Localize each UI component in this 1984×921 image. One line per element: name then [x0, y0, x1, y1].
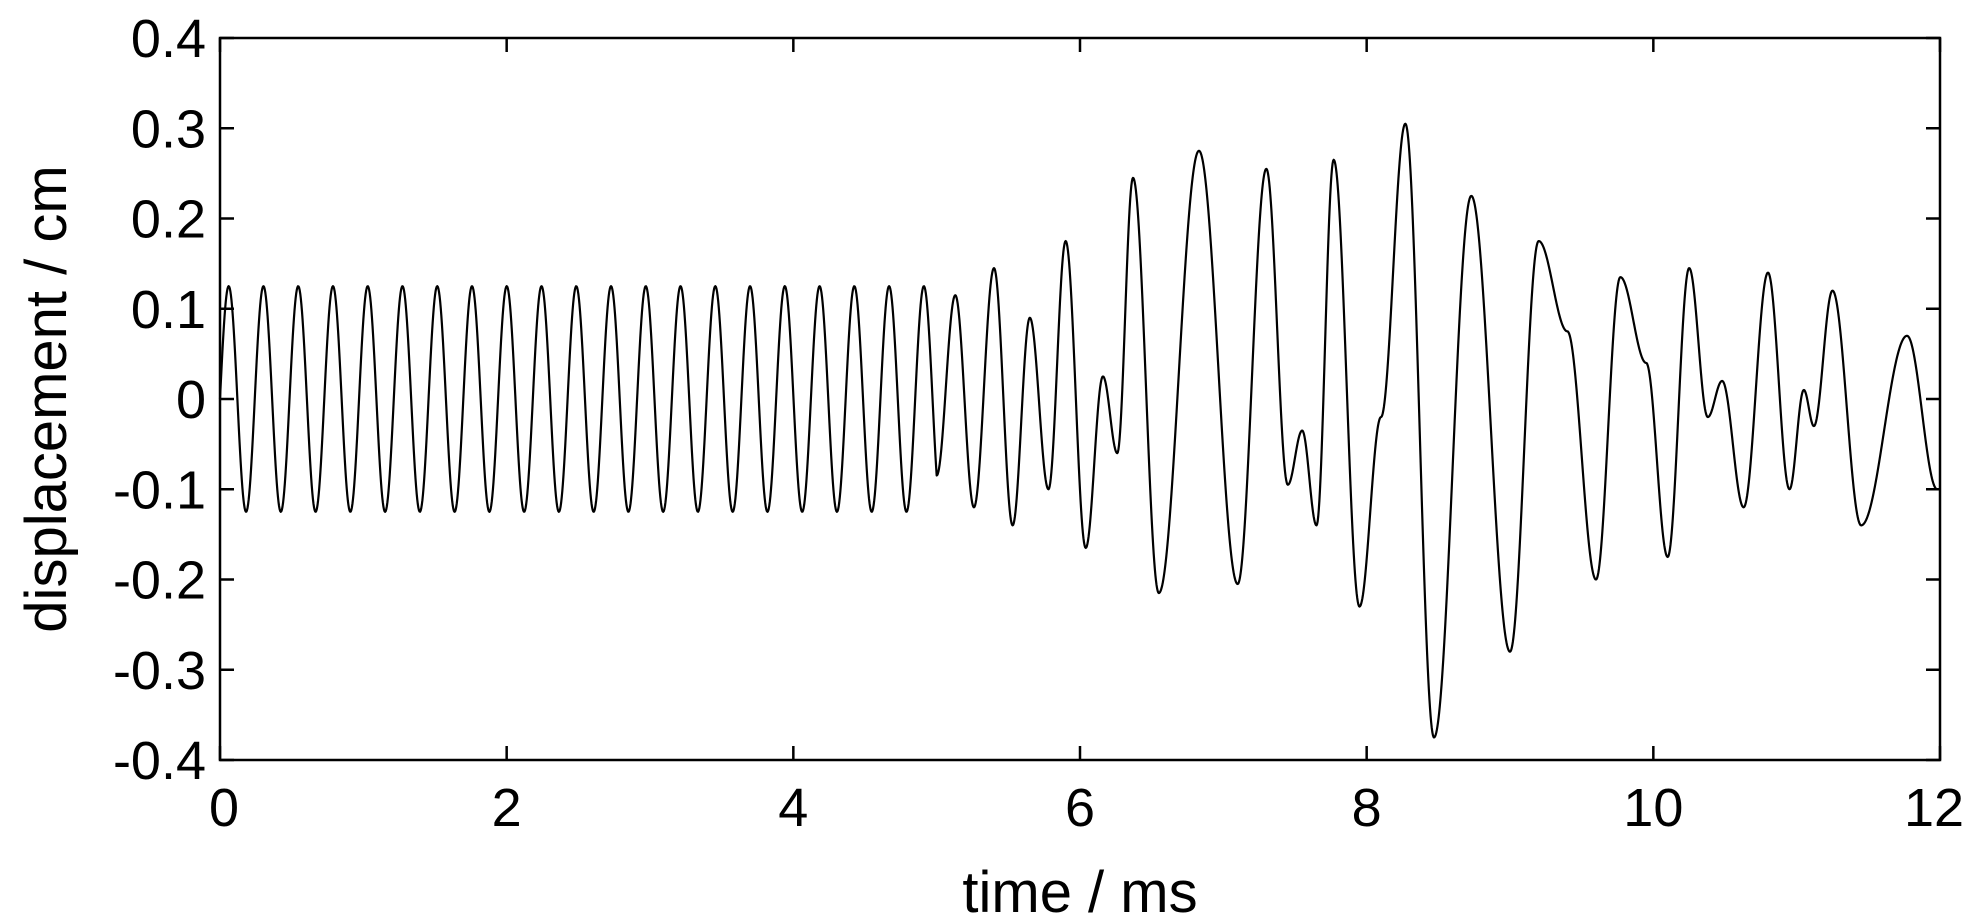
- y-tick-label: 0.1: [131, 280, 206, 340]
- x-tick-label: 12: [1904, 778, 1964, 838]
- y-tick-label: -0.1: [113, 460, 206, 520]
- x-axis-label: time / ms: [962, 860, 1197, 921]
- x-tick-label: 4: [778, 778, 808, 838]
- x-tick-label: 2: [492, 778, 522, 838]
- x-tick-label: 8: [1352, 778, 1382, 838]
- y-tick-label: 0.2: [131, 190, 206, 250]
- x-tick-label: 6: [1065, 778, 1095, 838]
- y-tick-label: -0.4: [113, 731, 206, 791]
- x-tick-label: 10: [1623, 778, 1683, 838]
- y-tick-label: 0.3: [131, 99, 206, 159]
- y-tick-label: -0.2: [113, 551, 206, 611]
- y-tick-label: -0.3: [113, 641, 206, 701]
- y-tick-label: 0: [176, 370, 206, 430]
- y-axis-ticks: 0.4 0.3 0.2 0.1 0 -0.1 -0.2 -0.3 -0.4: [113, 9, 1940, 791]
- displacement-line: [218, 122, 1941, 739]
- x-axis-ticks: 0 2 4 6 8 10 12: [209, 38, 1964, 838]
- x-tick-label: 0: [209, 778, 239, 838]
- y-tick-label: 0.4: [131, 9, 206, 69]
- plot-frame: [218, 36, 1942, 762]
- y-axis-label: displacement / cm: [14, 165, 79, 632]
